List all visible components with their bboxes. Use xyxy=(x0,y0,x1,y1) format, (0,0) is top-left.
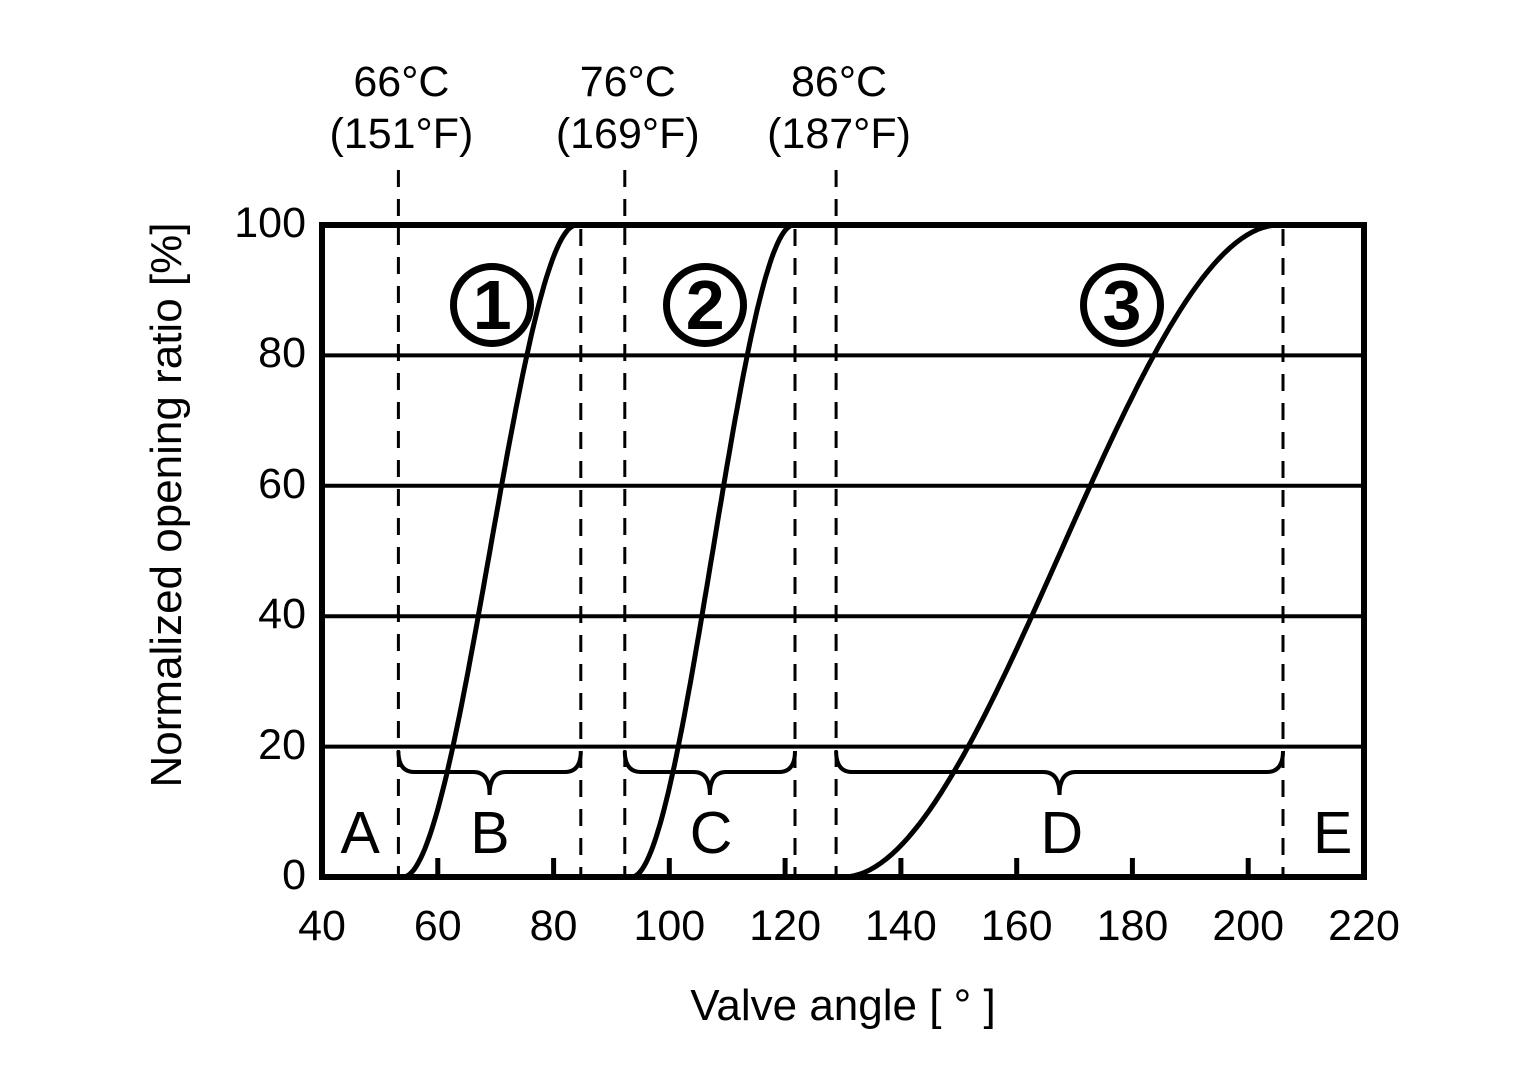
y-tick-label-40: 40 xyxy=(258,590,306,639)
x-tick-label-120: 120 xyxy=(749,902,821,950)
plot-frame xyxy=(319,222,1367,880)
temperature-annotation-1: 76°C (169°F) xyxy=(488,56,768,160)
region-label-e: E xyxy=(1313,800,1353,866)
x-tick-label-80: 80 xyxy=(529,902,578,950)
temperature-celsius: 76°C xyxy=(579,58,676,106)
y-tick-label-0: 0 xyxy=(282,851,306,899)
temperature-fahrenheit: (169°F) xyxy=(555,110,700,158)
temperature-fahrenheit: (151°F) xyxy=(329,110,474,158)
x-tick-label-160: 160 xyxy=(980,902,1053,950)
y-tick-label-20: 20 xyxy=(258,720,306,769)
x-tick-label-220: 220 xyxy=(1328,902,1400,950)
temperature-celsius: 86°C xyxy=(791,58,888,106)
x-tick-label-140: 140 xyxy=(865,902,937,950)
curve-badge-3: 3 xyxy=(1080,263,1165,348)
x-tick-label-40: 40 xyxy=(298,902,346,950)
underbrace-region-b xyxy=(396,750,583,796)
temperature-celsius: 66°C xyxy=(353,58,450,106)
curve-badge-1: 1 xyxy=(450,263,535,348)
x-tick-label-100: 100 xyxy=(633,902,706,950)
region-label-a: A xyxy=(340,800,380,866)
region-label-d: D xyxy=(1040,800,1084,866)
temperature-fahrenheit: (187°F) xyxy=(767,110,911,158)
y-tick-label-80: 80 xyxy=(258,329,306,378)
curve-badge-2: 2 xyxy=(663,263,748,348)
x-tick-label-60: 60 xyxy=(413,902,462,950)
underbrace-region-d xyxy=(834,750,1285,796)
x-tick-label-180: 180 xyxy=(1096,902,1169,950)
y-tick-label-100: 100 xyxy=(234,199,306,247)
opening-curve-3 xyxy=(840,222,1282,880)
opening-curve-2 xyxy=(629,222,797,880)
opening-curve-1 xyxy=(400,222,580,880)
underbrace-region-c xyxy=(622,750,797,796)
y-tick-label-60: 60 xyxy=(258,459,306,508)
temperature-annotation-2: 86°C (187°F) xyxy=(699,56,979,160)
x-axis-title: Valve angle [ ° ] xyxy=(690,981,996,1030)
x-tick-label-200: 200 xyxy=(1212,902,1285,950)
region-label-c: C xyxy=(689,800,733,866)
temperature-annotation-0: 66°C (151°F) xyxy=(261,56,541,160)
region-label-b: B xyxy=(470,800,510,866)
